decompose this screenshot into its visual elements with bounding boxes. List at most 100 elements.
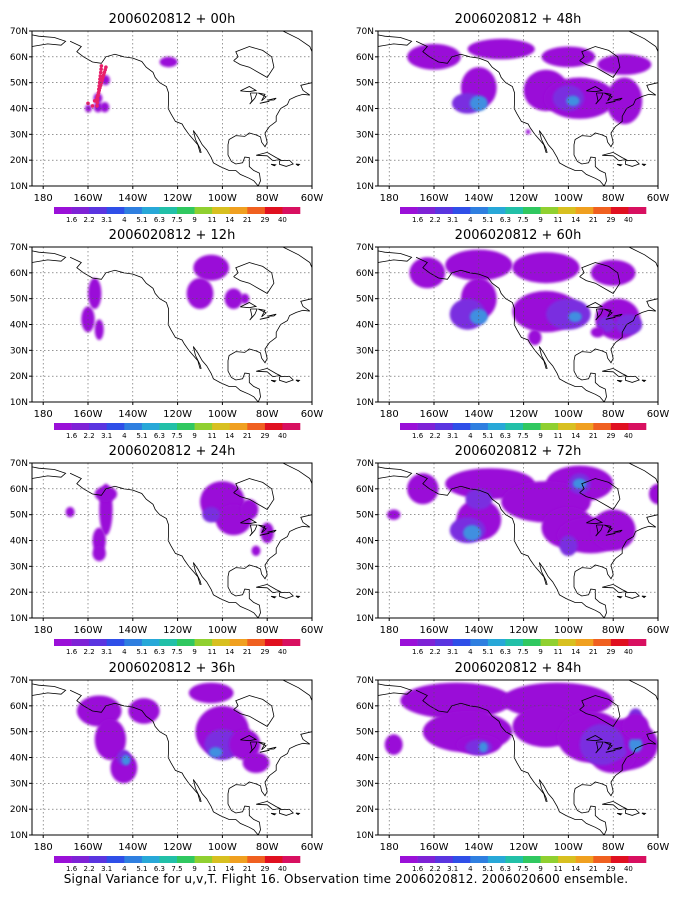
colorbar-label: 40 bbox=[278, 432, 287, 440]
colorbar-swatch bbox=[628, 856, 647, 863]
colorbar-swatch bbox=[141, 207, 160, 214]
colorbar-label: 11 bbox=[554, 432, 563, 440]
variance-contour bbox=[463, 525, 482, 541]
colorbar-label: 6.3 bbox=[154, 648, 165, 656]
lat-tick-label: 40N bbox=[10, 754, 28, 764]
colorbar-swatch bbox=[400, 423, 418, 430]
graticule bbox=[32, 247, 312, 402]
colorbar-label: 5.1 bbox=[482, 432, 493, 440]
colorbar-label: 4 bbox=[468, 216, 473, 224]
colorbar-label: 7.5 bbox=[517, 865, 528, 873]
colorbar-label: 2.2 bbox=[430, 648, 441, 656]
map-panel-p36: 2006020812 + 36h 10N 20N 30N 40N 50N 60N 70N 180… bbox=[10, 661, 324, 873]
colorbar-swatch bbox=[54, 856, 72, 863]
coastline bbox=[378, 31, 658, 186]
colorbar-label: 9 bbox=[192, 648, 196, 656]
colorbar-swatch bbox=[282, 207, 301, 214]
colorbar-label: 7.5 bbox=[517, 216, 528, 224]
colorbar-label: 29 bbox=[606, 432, 615, 440]
lon-tick-label: 140W bbox=[118, 625, 147, 636]
lat-tick-label: 70N bbox=[356, 459, 374, 469]
colorbar-label: 7.5 bbox=[171, 865, 182, 873]
colorbar-swatch bbox=[212, 207, 230, 214]
colorbar-swatch bbox=[124, 856, 143, 863]
graticule bbox=[378, 31, 658, 186]
colorbar-label: 5.1 bbox=[136, 865, 147, 873]
colorbar-label: 1.6 bbox=[412, 216, 424, 224]
colorbar-swatch bbox=[540, 207, 559, 214]
colorbar-label: 40 bbox=[278, 216, 287, 224]
colorbar-swatch bbox=[593, 207, 612, 214]
colorbar-label: 11 bbox=[554, 648, 563, 656]
lon-tick-label: 60W bbox=[647, 842, 670, 853]
variance-field bbox=[65, 481, 274, 562]
lat-tick-label: 70N bbox=[356, 27, 374, 37]
lon-tick-label: 60W bbox=[647, 625, 670, 636]
colorbar-label: 14 bbox=[571, 216, 580, 224]
colorbar-label: 1.6 bbox=[66, 216, 78, 224]
colorbar-label: 14 bbox=[571, 865, 580, 873]
panel-title: 2006020812 + 00h bbox=[109, 12, 236, 27]
variance-contour bbox=[559, 535, 578, 556]
colorbar-swatch bbox=[610, 856, 629, 863]
colorbar-label: 2.2 bbox=[430, 432, 441, 440]
lon-tick-label: 140W bbox=[118, 409, 147, 420]
map-panel-p00: 2006020812 + 00h 10N 20N 30N 40N 50N 60N 70N 180… bbox=[10, 12, 324, 224]
colorbar-label: 3.1 bbox=[447, 648, 458, 656]
lon-tick-label: 100W bbox=[208, 193, 237, 204]
variance-contour bbox=[159, 56, 178, 68]
graticule bbox=[32, 680, 312, 835]
colorbar-swatch bbox=[229, 207, 248, 214]
observation-dot bbox=[96, 94, 100, 98]
lat-tick-label: 70N bbox=[10, 676, 28, 686]
colorbar-swatch bbox=[505, 423, 524, 430]
variance-contour bbox=[512, 252, 580, 284]
colorbar-swatch bbox=[487, 639, 506, 646]
lon-tick-label: 140W bbox=[464, 409, 493, 420]
colorbar-swatch bbox=[106, 207, 125, 214]
variance-contour bbox=[478, 742, 488, 753]
colorbar-swatch bbox=[106, 423, 125, 430]
lat-tick-label: 50N bbox=[356, 79, 374, 89]
observation-dot bbox=[97, 84, 101, 88]
colorbar-swatch bbox=[54, 639, 72, 646]
graticule bbox=[378, 680, 658, 835]
colorbar-swatch bbox=[435, 423, 453, 430]
colorbar-label: 40 bbox=[624, 216, 633, 224]
colorbar-label: 5.1 bbox=[136, 432, 147, 440]
colorbar-label: 7.5 bbox=[517, 432, 528, 440]
colorbar-swatch bbox=[141, 856, 160, 863]
colorbar-label: 2.2 bbox=[84, 216, 95, 224]
colorbar-swatch bbox=[264, 207, 283, 214]
colorbar-label: 3.1 bbox=[101, 432, 112, 440]
colorbar-swatch bbox=[452, 207, 471, 214]
colorbar-swatch bbox=[247, 856, 266, 863]
graticule bbox=[32, 463, 312, 618]
lat-tick-label: 10N bbox=[356, 182, 374, 192]
colorbar-label: 29 bbox=[260, 865, 269, 873]
variance-contour bbox=[400, 682, 513, 719]
variance-field bbox=[384, 682, 658, 773]
colorbar-swatch bbox=[417, 639, 436, 646]
colorbar-swatch bbox=[435, 639, 453, 646]
colorbar-swatch bbox=[505, 639, 524, 646]
colorbar-label: 40 bbox=[624, 432, 633, 440]
variance-contour bbox=[94, 718, 127, 761]
observation-dot bbox=[96, 90, 101, 95]
colorbar-label: 2.2 bbox=[430, 216, 441, 224]
colorbar-swatch bbox=[400, 856, 418, 863]
colorbar-swatch bbox=[177, 423, 195, 430]
colorbar-swatch bbox=[487, 423, 506, 430]
lon-tick-label: 100W bbox=[554, 193, 583, 204]
variance-contour bbox=[188, 682, 234, 704]
lat-tick-label: 50N bbox=[356, 295, 374, 305]
lon-tick-label: 80W bbox=[602, 842, 625, 853]
lon-tick-label: 120W bbox=[163, 625, 192, 636]
lon-tick-label: 180 bbox=[380, 842, 399, 853]
lat-tick-label: 70N bbox=[356, 243, 374, 253]
colorbar-label: 1.6 bbox=[66, 648, 78, 656]
variance-contour bbox=[572, 478, 587, 489]
colorbar-swatch bbox=[229, 423, 248, 430]
colorbar-label: 21 bbox=[589, 648, 598, 656]
colorbar-swatch bbox=[593, 856, 612, 863]
